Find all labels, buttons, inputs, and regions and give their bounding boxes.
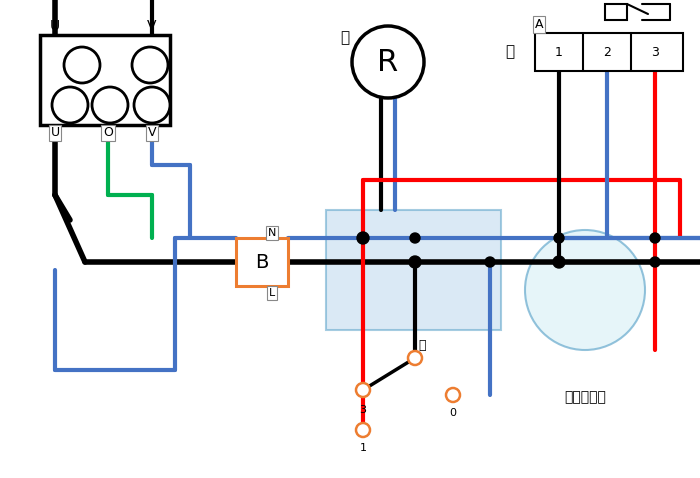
Text: O: O xyxy=(103,127,113,140)
Text: 0: 0 xyxy=(449,408,456,418)
Text: U: U xyxy=(50,19,60,33)
Text: A: A xyxy=(535,18,543,31)
Circle shape xyxy=(650,257,660,267)
Circle shape xyxy=(409,256,421,268)
Circle shape xyxy=(132,47,168,83)
Circle shape xyxy=(485,257,495,267)
Text: V: V xyxy=(147,19,157,33)
Text: 2: 2 xyxy=(603,45,611,58)
Circle shape xyxy=(352,26,424,98)
Circle shape xyxy=(356,383,370,397)
Circle shape xyxy=(650,233,660,243)
Circle shape xyxy=(64,47,100,83)
Text: 1: 1 xyxy=(360,443,367,453)
Circle shape xyxy=(446,388,460,402)
Circle shape xyxy=(553,256,565,268)
Bar xyxy=(40,35,170,125)
Text: U: U xyxy=(50,127,60,140)
Circle shape xyxy=(554,233,564,243)
Circle shape xyxy=(408,351,422,365)
Text: 3: 3 xyxy=(651,45,659,58)
Text: 1: 1 xyxy=(555,45,563,58)
Circle shape xyxy=(525,230,645,350)
Text: N: N xyxy=(268,228,277,238)
Text: イ: イ xyxy=(340,30,349,45)
Text: L: L xyxy=(269,288,275,298)
Text: V: V xyxy=(148,127,156,140)
Circle shape xyxy=(357,232,369,244)
Text: イ: イ xyxy=(418,339,426,352)
Text: 他の負荷へ: 他の負荷へ xyxy=(564,390,606,404)
Circle shape xyxy=(410,233,420,243)
Bar xyxy=(605,4,627,20)
Text: イ: イ xyxy=(505,44,514,59)
Circle shape xyxy=(52,87,88,123)
Circle shape xyxy=(92,87,128,123)
Bar xyxy=(535,33,683,71)
FancyBboxPatch shape xyxy=(236,238,288,286)
Bar xyxy=(326,210,501,330)
Text: R: R xyxy=(377,47,398,76)
Circle shape xyxy=(356,423,370,437)
Circle shape xyxy=(134,87,170,123)
Text: 3: 3 xyxy=(360,405,367,415)
Text: B: B xyxy=(256,252,269,272)
